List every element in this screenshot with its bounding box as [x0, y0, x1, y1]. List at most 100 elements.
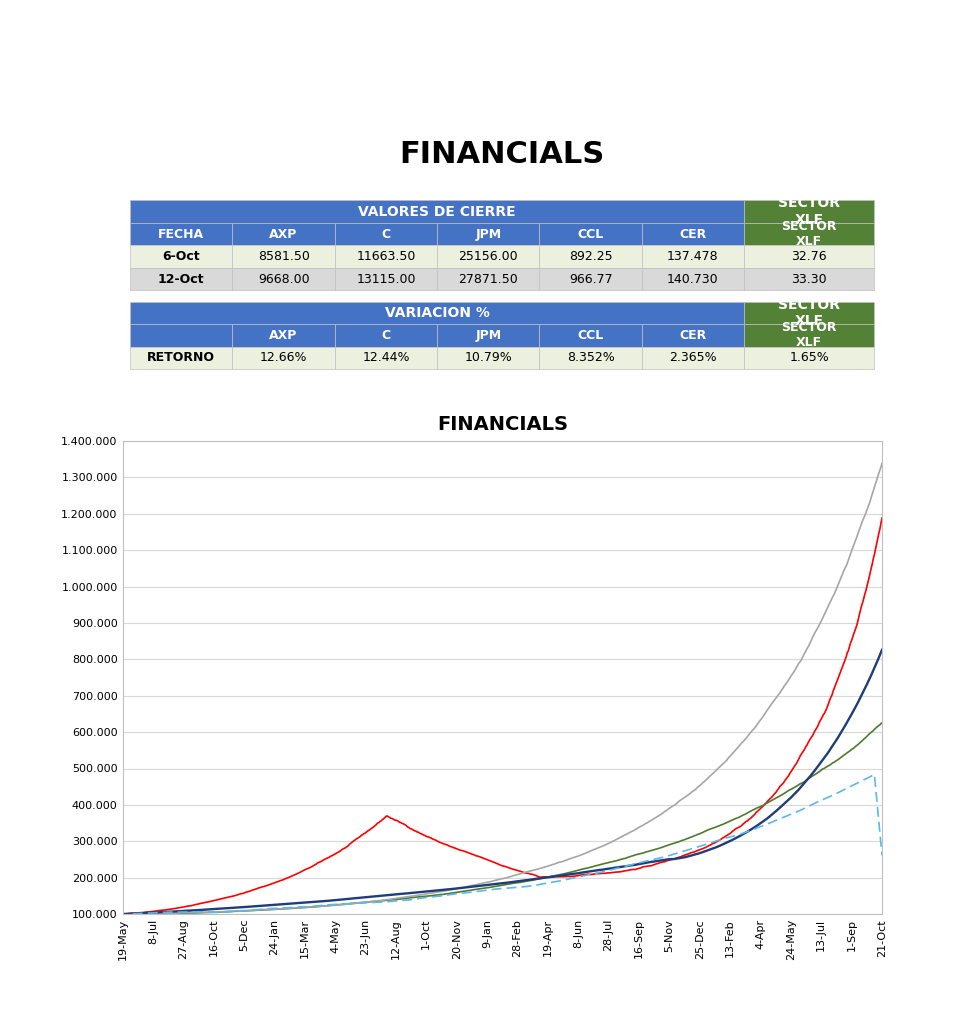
CCL: [330, 893, 342, 906]
Bar: [130, 268, 232, 291]
Bar: [539, 268, 642, 291]
CER: [801, 801, 812, 813]
Line: C: C: [122, 723, 882, 914]
AXP: [303, 863, 315, 875]
C: [876, 717, 888, 729]
CER: [303, 901, 315, 913]
Bar: [232, 347, 335, 370]
Text: 892.25: 892.25: [568, 251, 612, 263]
Bar: [130, 200, 744, 223]
Bar: [335, 223, 437, 245]
Bar: [335, 347, 437, 370]
Bar: [232, 223, 335, 245]
AXP: [357, 829, 368, 841]
AXP: [117, 908, 128, 920]
AXP: [876, 512, 888, 525]
Text: 33.30: 33.30: [792, 272, 827, 286]
Text: RETORNO: RETORNO: [147, 351, 216, 365]
JPM: [117, 908, 128, 920]
Bar: [744, 268, 874, 291]
Text: C: C: [381, 329, 390, 342]
Text: 137.478: 137.478: [667, 251, 718, 263]
CER: [615, 862, 627, 874]
Bar: [744, 325, 874, 347]
CCL: [708, 842, 719, 854]
Text: C: C: [381, 228, 390, 240]
Text: CCL: CCL: [577, 228, 604, 240]
Text: 8581.50: 8581.50: [258, 251, 310, 263]
Line: AXP: AXP: [122, 519, 882, 914]
JPM: [330, 899, 342, 911]
Text: 27871.50: 27871.50: [459, 272, 518, 286]
Bar: [130, 347, 232, 370]
C: [123, 908, 135, 920]
Text: FINANCIALS: FINANCIALS: [400, 141, 605, 169]
C: [304, 901, 316, 913]
Bar: [642, 347, 744, 370]
AXP: [801, 738, 812, 751]
Text: SECTOR
XLF: SECTOR XLF: [781, 321, 837, 349]
Bar: [642, 325, 744, 347]
C: [117, 908, 128, 920]
Bar: [744, 200, 874, 223]
Text: AXP: AXP: [270, 329, 298, 342]
AXP: [330, 847, 342, 860]
JPM: [708, 766, 719, 778]
Line: CER: CER: [122, 774, 882, 921]
Bar: [130, 245, 232, 268]
Bar: [642, 245, 744, 268]
Bar: [539, 223, 642, 245]
Bar: [437, 223, 539, 245]
CER: [876, 849, 888, 862]
CER: [357, 897, 368, 909]
Bar: [539, 347, 642, 370]
JPM: [801, 643, 812, 655]
C: [358, 897, 369, 909]
CCL: [801, 774, 812, 787]
Bar: [232, 325, 335, 347]
CER: [117, 915, 128, 927]
Bar: [130, 302, 744, 325]
CER: [708, 836, 719, 848]
Bar: [232, 268, 335, 291]
Text: 25156.00: 25156.00: [459, 251, 518, 263]
Text: CCL: CCL: [577, 329, 604, 342]
CCL: [615, 861, 627, 873]
Text: CER: CER: [679, 228, 707, 240]
Line: CCL: CCL: [122, 650, 882, 914]
Bar: [335, 245, 437, 268]
Bar: [437, 325, 539, 347]
C: [803, 772, 814, 785]
Bar: [642, 223, 744, 245]
Bar: [539, 245, 642, 268]
Text: FECHA: FECHA: [158, 228, 204, 240]
C: [709, 822, 720, 834]
Text: 12-Oct: 12-Oct: [158, 272, 205, 286]
CCL: [357, 891, 368, 904]
Bar: [744, 245, 874, 268]
Text: 12.44%: 12.44%: [363, 351, 410, 365]
Bar: [539, 325, 642, 347]
Bar: [744, 223, 874, 245]
CER: [868, 768, 880, 781]
Bar: [335, 325, 437, 347]
Text: CER: CER: [679, 329, 707, 342]
Text: 32.76: 32.76: [792, 251, 827, 263]
JPM: [357, 897, 368, 909]
Text: 2.365%: 2.365%: [669, 351, 716, 365]
CCL: [117, 908, 128, 920]
Bar: [744, 347, 874, 370]
Bar: [232, 245, 335, 268]
Text: VARIACION %: VARIACION %: [385, 306, 490, 320]
Bar: [437, 245, 539, 268]
JPM: [615, 831, 627, 843]
Bar: [130, 325, 232, 347]
Text: SECTOR
XLF: SECTOR XLF: [778, 298, 840, 328]
CCL: [876, 644, 888, 656]
Bar: [744, 302, 874, 325]
Text: JPM: JPM: [475, 228, 502, 240]
Bar: [642, 268, 744, 291]
Bar: [130, 223, 232, 245]
Text: SECTOR
XLF: SECTOR XLF: [778, 196, 840, 227]
Bar: [437, 347, 539, 370]
